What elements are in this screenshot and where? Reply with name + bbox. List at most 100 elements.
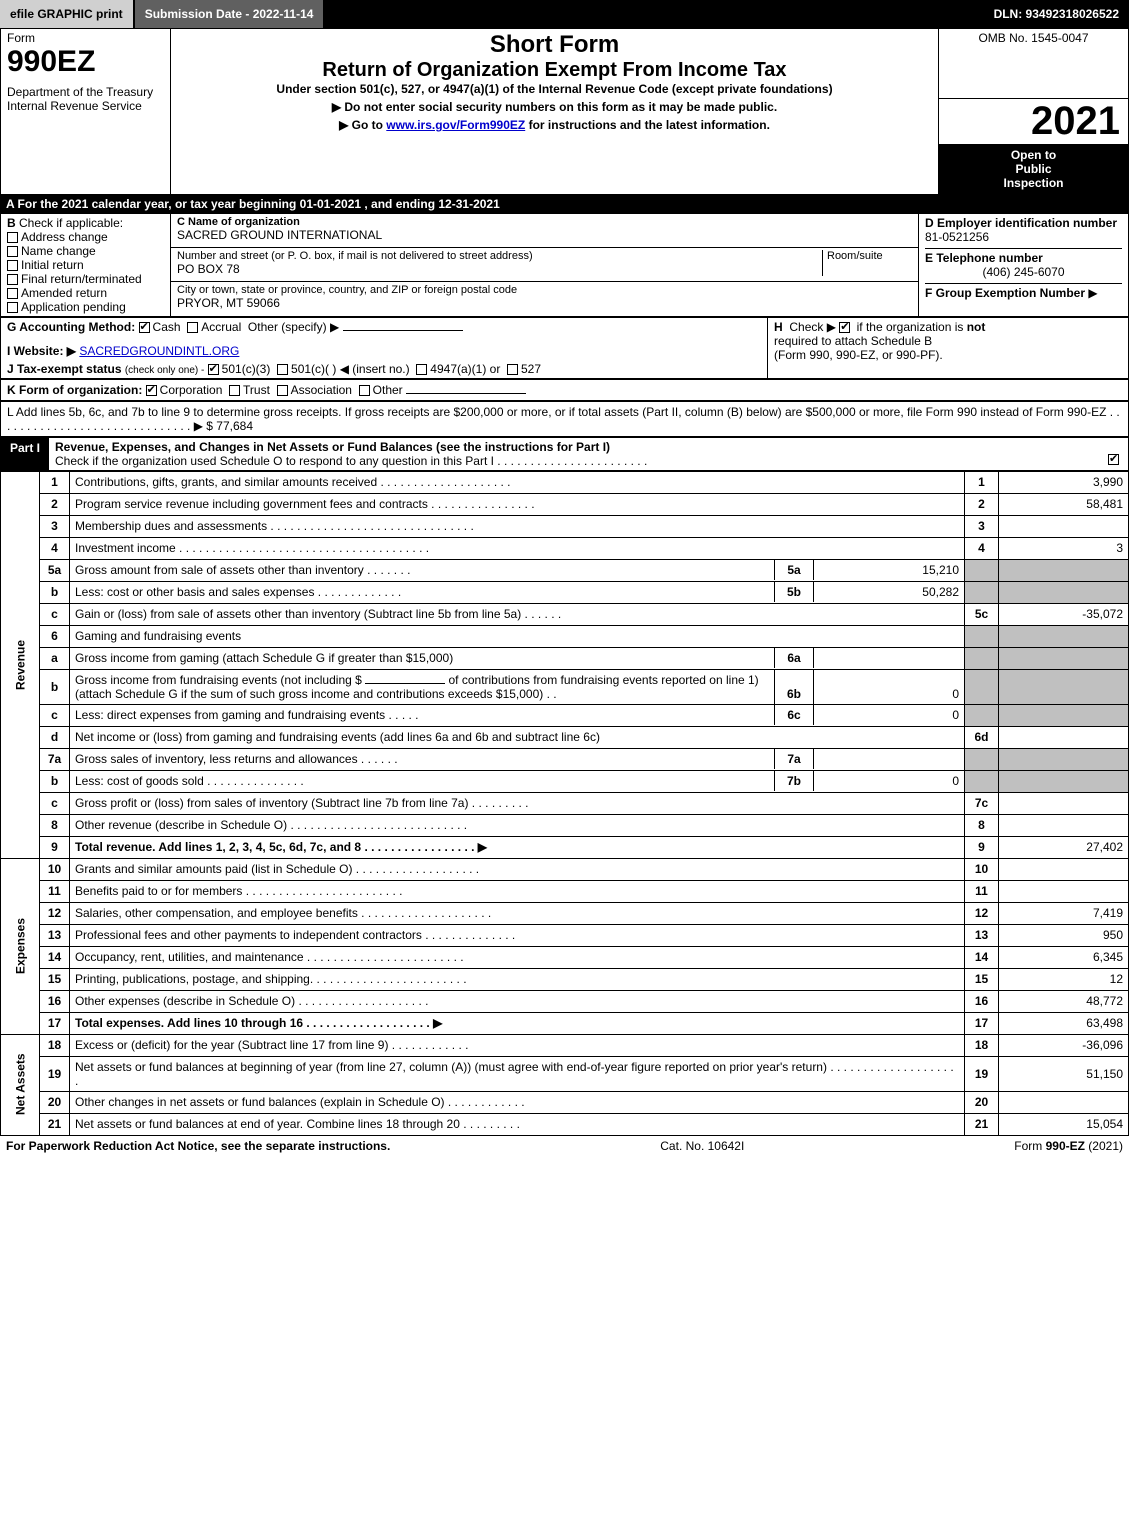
l7b-cell: Less: cost of goods sold . . . . . . . .… bbox=[70, 770, 965, 792]
l6c-num: c bbox=[40, 704, 70, 726]
cb-amended-return[interactable] bbox=[7, 288, 18, 299]
l2-amt: 58,481 bbox=[999, 493, 1129, 515]
efile-print-button[interactable]: efile GRAPHIC print bbox=[0, 0, 135, 28]
l14-num: 14 bbox=[40, 946, 70, 968]
part1-title: Revenue, Expenses, and Changes in Net As… bbox=[55, 440, 610, 454]
revenue-vert-label: Revenue bbox=[1, 471, 40, 858]
l3-amt bbox=[999, 515, 1129, 537]
cb-cash[interactable] bbox=[139, 322, 150, 333]
l13-amt: 950 bbox=[999, 924, 1129, 946]
l12-ref: 12 bbox=[965, 902, 999, 924]
l10-ref: 10 bbox=[965, 858, 999, 880]
c-street-label: Number and street (or P. O. box, if mail… bbox=[177, 250, 822, 262]
cb-corporation[interactable] bbox=[146, 385, 157, 396]
j-4947: 4947(a)(1) or bbox=[430, 362, 500, 376]
l6b-cell: Gross income from fundraising events (no… bbox=[70, 669, 965, 704]
l15-ref: 15 bbox=[965, 968, 999, 990]
cb-schedule-o-part1[interactable] bbox=[1108, 454, 1119, 465]
gh-table: G Accounting Method: Cash Accrual Other … bbox=[0, 317, 1129, 379]
l17-num: 17 bbox=[40, 1012, 70, 1034]
f-arrow: ▶ bbox=[1088, 286, 1097, 300]
l15-desc: Printing, publications, postage, and shi… bbox=[70, 968, 965, 990]
cb-other-org[interactable] bbox=[359, 385, 370, 396]
l7b-desc: Less: cost of goods sold . . . . . . . .… bbox=[70, 771, 774, 791]
l6a-refgrey bbox=[965, 647, 999, 669]
l14-amt: 6,345 bbox=[999, 946, 1129, 968]
k-other-input[interactable] bbox=[406, 393, 526, 394]
irs-link[interactable]: www.irs.gov/Form990EZ bbox=[386, 118, 525, 132]
identity-table: B Check if applicable: Address change Na… bbox=[0, 213, 1129, 317]
cb-accrual[interactable] bbox=[187, 322, 198, 333]
l17-amt: 63,498 bbox=[999, 1012, 1129, 1034]
footer-mid: Cat. No. 10642I bbox=[660, 1139, 744, 1153]
l9-desc: Total revenue. Add lines 1, 2, 3, 4, 5c,… bbox=[70, 836, 965, 858]
note-goto-pre: ▶ Go to bbox=[339, 118, 386, 132]
h-t2: if the organization is bbox=[857, 320, 967, 334]
l2-num: 2 bbox=[40, 493, 70, 515]
l18-ref: 18 bbox=[965, 1034, 999, 1056]
l19-amt: 51,150 bbox=[999, 1056, 1129, 1091]
l15-amt: 12 bbox=[999, 968, 1129, 990]
l7c-ref: 7c bbox=[965, 792, 999, 814]
l5b-cell: Less: cost or other basis and sales expe… bbox=[70, 581, 965, 603]
cb-501c3[interactable] bbox=[208, 364, 219, 375]
l5b-num: b bbox=[40, 581, 70, 603]
l6d-amt bbox=[999, 726, 1129, 748]
l5b-refgrey bbox=[965, 581, 999, 603]
title-sub: Under section 501(c), 527, or 4947(a)(1)… bbox=[177, 82, 932, 96]
h-not: not bbox=[967, 320, 986, 334]
lines-table: Revenue 1 Contributions, gifts, grants, … bbox=[0, 471, 1129, 1136]
submission-date-box: Submission Date - 2022-11-14 bbox=[135, 0, 326, 28]
k-corp: Corporation bbox=[160, 383, 223, 397]
cb-501c[interactable] bbox=[277, 364, 288, 375]
g-cash: Cash bbox=[153, 320, 181, 334]
l6c-cell: Less: direct expenses from gaming and fu… bbox=[70, 704, 965, 726]
year-inspection-cell: 2021 Open to Public Inspection bbox=[939, 98, 1129, 194]
cb-schedule-b[interactable] bbox=[839, 322, 850, 333]
form-header-table: Form 990EZ Department of the Treasury In… bbox=[0, 28, 1129, 195]
cb-name-change[interactable] bbox=[7, 246, 18, 257]
l21-ref: 21 bbox=[965, 1113, 999, 1135]
opt-name-change: Name change bbox=[21, 244, 96, 258]
l5c-desc: Gain or (loss) from sale of assets other… bbox=[70, 603, 965, 625]
j-501c3: 501(c)(3) bbox=[222, 362, 271, 376]
l7c-num: c bbox=[40, 792, 70, 814]
l20-amt bbox=[999, 1091, 1129, 1113]
l16-desc: Other expenses (describe in Schedule O) … bbox=[70, 990, 965, 1012]
l10-desc: Grants and similar amounts paid (list in… bbox=[70, 858, 965, 880]
box-c-city: City or town, state or province, country… bbox=[171, 282, 919, 316]
cb-association[interactable] bbox=[277, 385, 288, 396]
l9-d-bold: Total revenue. Add lines 1, 2, 3, 4, 5c,… bbox=[75, 840, 487, 854]
l6b-amtgrey bbox=[999, 669, 1129, 704]
cb-4947[interactable] bbox=[416, 364, 427, 375]
part1-header: Part I Revenue, Expenses, and Changes in… bbox=[0, 437, 1129, 471]
j-note: (check only one) - bbox=[125, 365, 204, 376]
l9-ref: 9 bbox=[965, 836, 999, 858]
c-city-label: City or town, state or province, country… bbox=[177, 284, 912, 296]
website-link[interactable]: SACREDGROUNDINTL.ORG bbox=[79, 344, 239, 358]
l5a-amtgrey bbox=[999, 559, 1129, 581]
dept-line2: Internal Revenue Service bbox=[7, 99, 164, 113]
line-h: H Check ▶ if the organization is not req… bbox=[768, 317, 1129, 378]
cb-application-pending[interactable] bbox=[7, 302, 18, 313]
l7b-refgrey bbox=[965, 770, 999, 792]
cb-527[interactable] bbox=[507, 364, 518, 375]
l7a-desc: Gross sales of inventory, less returns a… bbox=[70, 749, 774, 769]
omb-cell: OMB No. 1545-0047 bbox=[939, 29, 1129, 99]
box-c-name: C Name of organization SACRED GROUND INT… bbox=[171, 213, 919, 247]
l6b-d1: Gross income from fundraising events (no… bbox=[75, 673, 362, 687]
l3-ref: 3 bbox=[965, 515, 999, 537]
cb-final-return[interactable] bbox=[7, 274, 18, 285]
insp1: Open to bbox=[943, 148, 1124, 162]
l5a-num: 5a bbox=[40, 559, 70, 581]
l2-desc: Program service revenue including govern… bbox=[70, 493, 965, 515]
cb-address-change[interactable] bbox=[7, 232, 18, 243]
cb-trust[interactable] bbox=[229, 385, 240, 396]
l21-amt: 15,054 bbox=[999, 1113, 1129, 1135]
l6b-input[interactable] bbox=[365, 683, 445, 684]
l5b-desc: Less: cost or other basis and sales expe… bbox=[70, 582, 774, 602]
g-other-input[interactable] bbox=[343, 330, 463, 331]
l-text: L Add lines 5b, 6c, and 7b to line 9 to … bbox=[7, 405, 1120, 433]
cb-initial-return[interactable] bbox=[7, 260, 18, 271]
part1-checknote: Check if the organization used Schedule … bbox=[55, 454, 1108, 468]
